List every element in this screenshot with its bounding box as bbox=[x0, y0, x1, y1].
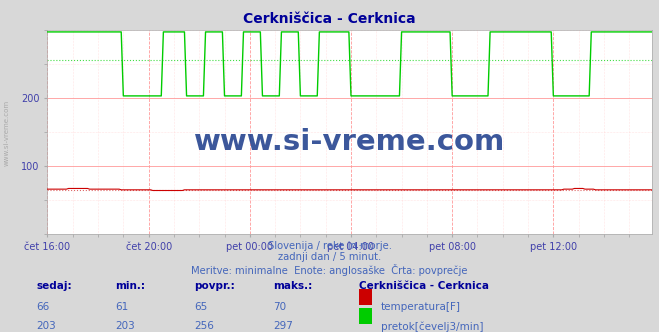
Text: 203: 203 bbox=[115, 321, 135, 331]
Text: 66: 66 bbox=[36, 302, 49, 312]
Text: 297: 297 bbox=[273, 321, 293, 331]
Text: povpr.:: povpr.: bbox=[194, 281, 235, 290]
Text: temperatura[F]: temperatura[F] bbox=[381, 302, 461, 312]
Text: Slovenija / reke in morje.: Slovenija / reke in morje. bbox=[268, 241, 391, 251]
Text: 65: 65 bbox=[194, 302, 208, 312]
Text: Meritve: minimalne  Enote: anglosaške  Črta: povprečje: Meritve: minimalne Enote: anglosaške Črt… bbox=[191, 264, 468, 276]
Text: Cerkniščica - Cerknica: Cerkniščica - Cerknica bbox=[243, 12, 416, 26]
Text: www.si-vreme.com: www.si-vreme.com bbox=[194, 128, 505, 156]
Text: zadnji dan / 5 minut.: zadnji dan / 5 minut. bbox=[278, 252, 381, 262]
Text: min.:: min.: bbox=[115, 281, 146, 290]
Text: Cerkniščica - Cerknica: Cerkniščica - Cerknica bbox=[359, 281, 489, 290]
Text: 203: 203 bbox=[36, 321, 56, 331]
Text: maks.:: maks.: bbox=[273, 281, 313, 290]
Text: sedaj:: sedaj: bbox=[36, 281, 72, 290]
Text: 61: 61 bbox=[115, 302, 129, 312]
Text: 256: 256 bbox=[194, 321, 214, 331]
Text: pretok[čevelj3/min]: pretok[čevelj3/min] bbox=[381, 321, 484, 332]
Text: www.si-vreme.com: www.si-vreme.com bbox=[3, 100, 10, 166]
Text: 70: 70 bbox=[273, 302, 287, 312]
